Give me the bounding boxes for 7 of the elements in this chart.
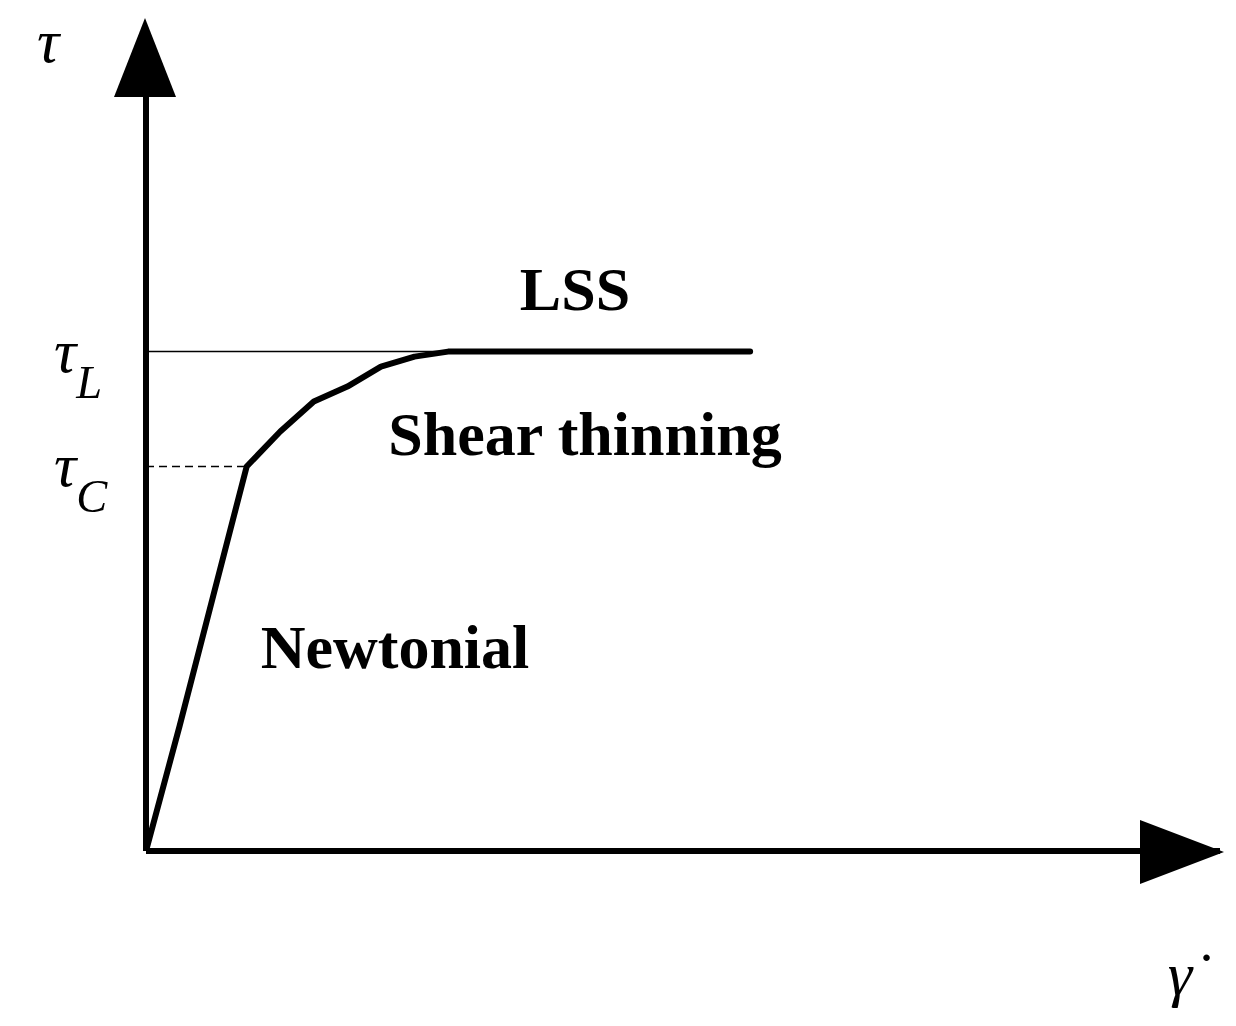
ref-line-label: τ$_{L}$ <box>54 316 103 408</box>
ref-line-label: τ$_{C}$ <box>54 431 109 522</box>
annotation: Newtonial <box>260 613 530 681</box>
annotation: Shear thinning <box>388 400 782 468</box>
x-axis-title: γ̇ <box>1167 940 1211 1008</box>
text: LSS <box>519 255 631 323</box>
y-axis-title: τ <box>36 7 62 75</box>
